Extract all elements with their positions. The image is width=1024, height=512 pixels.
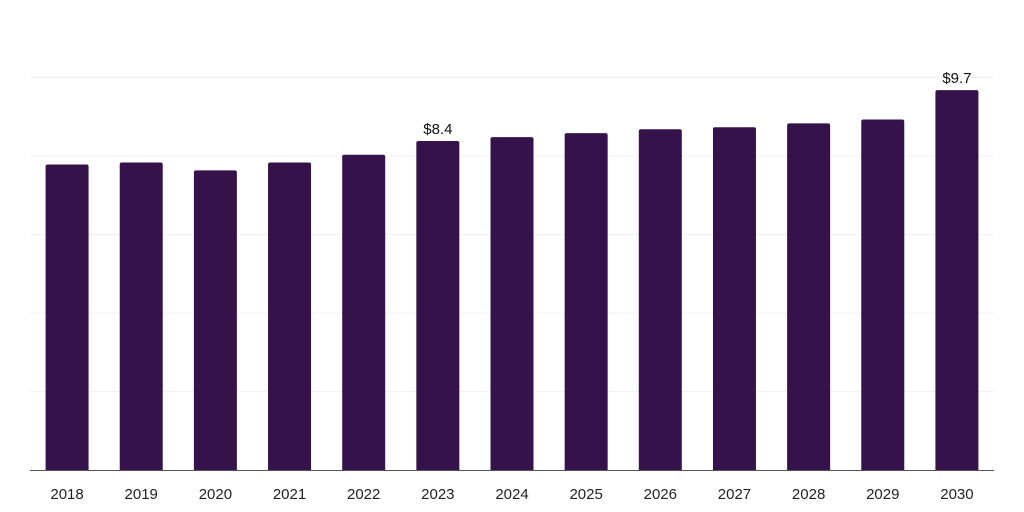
x-tick-2018: 2018 <box>50 486 83 503</box>
bar-2027[interactable] <box>712 127 756 471</box>
x-tick-2025: 2025 <box>569 486 602 503</box>
bar-2024[interactable] <box>490 137 534 471</box>
bar-2018[interactable] <box>45 164 89 471</box>
x-tick-2022: 2022 <box>347 486 380 503</box>
x-tick-2024: 2024 <box>495 486 528 503</box>
bar-2025[interactable] <box>564 133 608 470</box>
x-tick-labels: 2018 2019 2020 2021 2022 2023 2024 2025 2026 2027… <box>50 486 973 503</box>
bar-2026[interactable] <box>638 129 682 470</box>
bar-2028[interactable] <box>787 123 831 470</box>
x-tick-2026: 2026 <box>644 486 677 503</box>
x-tick-2021: 2021 <box>273 486 306 503</box>
bar-2030[interactable] <box>935 90 979 470</box>
x-tick-2023: 2023 <box>421 486 454 503</box>
data-label-2023: $8.4 <box>423 121 452 138</box>
bar-2019[interactable] <box>119 162 163 470</box>
bar-2020[interactable] <box>193 170 237 470</box>
x-tick-2020: 2020 <box>199 486 232 503</box>
x-tick-2019: 2019 <box>125 486 158 503</box>
bars <box>45 90 979 471</box>
bar-2022[interactable] <box>342 154 386 471</box>
data-labels: $8.4 $9.7 <box>423 70 971 138</box>
x-tick-2028: 2028 <box>792 486 825 503</box>
data-label-2030: $9.7 <box>942 70 971 87</box>
bar-2021[interactable] <box>268 162 312 470</box>
x-tick-2030: 2030 <box>940 486 973 503</box>
bar-2023[interactable] <box>416 141 460 470</box>
x-tick-2029: 2029 <box>866 486 899 503</box>
bar-2029[interactable] <box>861 119 905 470</box>
x-tick-2027: 2027 <box>718 486 751 503</box>
